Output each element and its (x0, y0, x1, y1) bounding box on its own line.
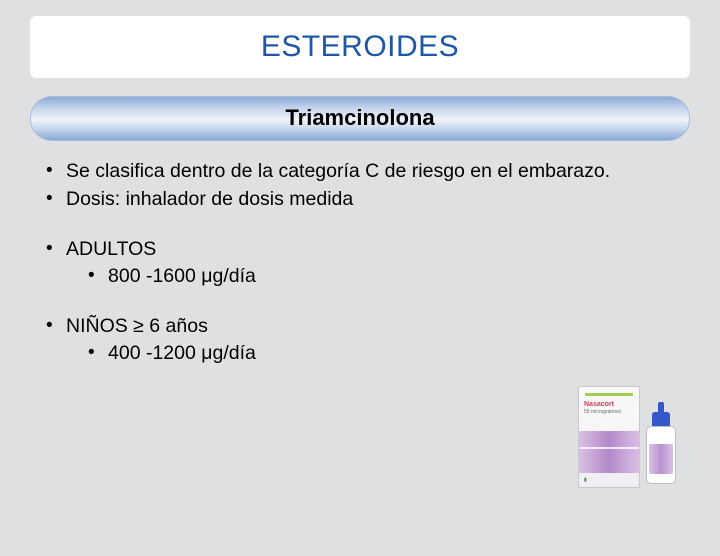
product-strength: 55 microgramos/ (584, 410, 621, 415)
content-area: Se clasifica dentro de la categoría C de… (44, 159, 676, 366)
title-box: ESTEROIDES (30, 16, 690, 78)
box-accent-icon (585, 393, 633, 396)
subtitle-bar: Triamcinolona (30, 96, 690, 141)
bullet-children: NIÑOS ≥ 6 años 400 -1200 μg/día (44, 314, 676, 366)
bullet-list: Se clasifica dentro de la categoría C de… (44, 159, 676, 212)
bullet-text: Se clasifica dentro de la categoría C de… (66, 160, 610, 182)
bullet-text: NIÑOS ≥ 6 años (66, 315, 208, 337)
bullet-adults: ADULTOS 800 -1600 μg/día (44, 237, 676, 289)
slide-title: ESTEROIDES (50, 30, 670, 64)
product-brand: Nasacort (584, 401, 614, 408)
spacer (44, 215, 676, 237)
bullet-text: Dosis: inhalador de dosis medida (66, 188, 353, 210)
sub-bullet-child-dose: 400 -1200 μg/día (88, 341, 676, 366)
bullet-text: ADULTOS (66, 238, 156, 260)
sub-bullet-adult-dose: 800 -1600 μg/día (88, 264, 676, 289)
bullet-text: 800 -1600 μg/día (108, 265, 256, 287)
product-box-icon: Nasacort 55 microgramos/ ▮ (578, 386, 640, 488)
product-image: Nasacort 55 microgramos/ ▮ (574, 382, 684, 494)
bullet-classification: Se clasifica dentro de la categoría C de… (44, 159, 676, 184)
sub-bullet-list: 800 -1600 μg/día (66, 264, 676, 289)
spray-bottle-icon (640, 396, 682, 490)
drug-name: Triamcinolona (31, 105, 689, 131)
bullet-list: ADULTOS 800 -1600 μg/día (44, 237, 676, 289)
spacer (44, 292, 676, 314)
bullet-text: 400 -1200 μg/día (108, 342, 256, 364)
bullet-dose-form: Dosis: inhalador de dosis medida (44, 187, 676, 212)
bottle-label-icon (649, 444, 673, 474)
box-band-icon (579, 431, 639, 473)
sub-bullet-list: 400 -1200 μg/día (66, 341, 676, 366)
box-band-line-icon (579, 447, 639, 449)
box-footer-icon: ▮ (584, 477, 587, 483)
bullet-list: NIÑOS ≥ 6 años 400 -1200 μg/día (44, 314, 676, 366)
